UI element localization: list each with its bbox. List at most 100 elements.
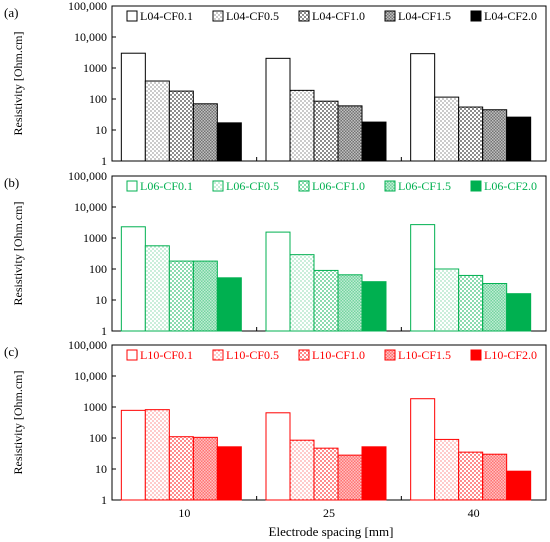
- legend-swatch: [384, 180, 396, 192]
- legend-label: L06-CF0.1: [140, 179, 193, 193]
- y-tick-label: 100,000: [68, 169, 107, 183]
- x-tick-label: 25: [323, 506, 335, 520]
- legend-label: L10-CF0.5: [226, 348, 279, 362]
- legend-swatch: [126, 10, 138, 22]
- bar-L06-CF0.5-10: [144, 245, 170, 332]
- bar-L04-CF0.1-25: [265, 57, 291, 162]
- legend-label: L10-CF1.5: [398, 348, 451, 362]
- legend: L10-CF0.1 L10-CF0.5 L10-CF1.0 L10-CF1.5 L10-…: [126, 348, 537, 362]
- y-tick-label: 100,000: [68, 0, 107, 13]
- bar-L06-CF1.5-25: [337, 274, 363, 332]
- legend-label: L10-CF0.1: [140, 348, 193, 362]
- bar-L10-CF0.1-10: [120, 409, 146, 501]
- bar-L06-CF2.0-25: [361, 281, 387, 332]
- legend-label: L04-CF1.5: [398, 9, 451, 23]
- legend-swatch: [470, 180, 482, 192]
- bar-L06-CF1.0-25: [313, 269, 339, 332]
- bar-L04-CF0.5-25: [289, 89, 315, 162]
- legend-label: L06-CF1.0: [312, 179, 365, 193]
- legend-swatch: [212, 10, 224, 22]
- y-tick-label: 10,000: [74, 200, 107, 214]
- bar-L10-CF2.0-40: [506, 470, 532, 501]
- y-tick-label: 10: [95, 293, 107, 307]
- bar-L10-CF2.0-10: [216, 446, 242, 501]
- legend: L04-CF0.1 L04-CF0.5 L04-CF1.0 L04-CF1.5 L04-…: [126, 9, 537, 23]
- legend-label: L04-CF0.5: [226, 9, 279, 23]
- bar-L06-CF2.0-10: [216, 277, 242, 332]
- legend-swatch: [212, 349, 224, 361]
- legend-label: L06-CF2.0: [484, 179, 537, 193]
- bar-L06-CF1.0-10: [168, 260, 194, 332]
- legend-label: L04-CF1.0: [312, 9, 365, 23]
- legend-label: L10-CF2.0: [484, 348, 537, 362]
- bar-L04-CF0.5-40: [434, 96, 460, 162]
- bar-L10-CF2.0-25: [361, 446, 387, 501]
- bar-L06-CF1.5-40: [482, 283, 508, 332]
- x-tick-label: 10: [178, 506, 190, 520]
- legend-swatch: [298, 180, 310, 192]
- bar-L06-CF1.5-10: [192, 260, 218, 332]
- legend-swatch: [470, 349, 482, 361]
- bar-L04-CF1.0-40: [458, 106, 484, 162]
- y-tick-label: 1000: [83, 400, 107, 414]
- x-tick-label: 40: [468, 506, 480, 520]
- legend-swatch: [212, 180, 224, 192]
- bar-L06-CF2.0-40: [506, 293, 532, 332]
- bar-L10-CF1.5-25: [337, 454, 363, 501]
- bar-L10-CF0.5-40: [434, 438, 460, 501]
- bar-L10-CF0.1-25: [265, 412, 291, 501]
- legend-swatch: [298, 349, 310, 361]
- bar-L10-CF1.0-10: [168, 436, 194, 501]
- legend: L06-CF0.1 L06-CF0.5 L06-CF1.0 L06-CF1.5 L06-…: [126, 179, 537, 193]
- legend-swatch: [384, 349, 396, 361]
- y-tick-label: 100,000: [68, 338, 107, 352]
- bar-L04-CF2.0-40: [506, 116, 532, 162]
- y-axis-title: Resistivity [Ohm.cm]: [11, 32, 25, 136]
- y-tick-label: 10,000: [74, 30, 107, 44]
- bar-L04-CF0.1-10: [120, 52, 146, 162]
- y-tick-label: 1: [101, 493, 107, 507]
- chart-panel-3: (c) 1 10 100 1000 10,000 100,000 Resistivity [O…: [4, 338, 547, 520]
- y-tick-label: 10: [95, 123, 107, 137]
- y-axis-title: Resistivity [Ohm.cm]: [11, 202, 25, 306]
- bar-L10-CF0.1-40: [410, 398, 436, 501]
- legend-label: L04-CF2.0: [484, 9, 537, 23]
- y-tick-label: 1000: [83, 61, 107, 75]
- bar-L06-CF0.5-25: [289, 254, 315, 332]
- bar-L10-CF1.0-40: [458, 451, 484, 501]
- y-tick-label: 1: [101, 324, 107, 338]
- x-axis-title: Electrode spacing [mm]: [269, 524, 394, 539]
- bar-L06-CF0.5-40: [434, 268, 460, 332]
- chart-panel-1: (a) 1 10 100 1000 10,000 100,000 Resistivity [O…: [4, 0, 547, 168]
- bar-L10-CF1.5-10: [192, 436, 218, 501]
- bar-L04-CF1.0-25: [313, 100, 339, 162]
- bar-L06-CF0.1-10: [120, 226, 146, 332]
- legend-swatch: [126, 349, 138, 361]
- bar-L04-CF1.5-10: [192, 103, 218, 162]
- legend-swatch: [298, 10, 310, 22]
- bar-L04-CF1.0-10: [168, 90, 194, 162]
- panels: (a) 1 10 100 1000 10,000 100,000 Resistivity [O…: [4, 0, 547, 520]
- panel-label: (c): [4, 344, 18, 359]
- legend-swatch: [384, 10, 396, 22]
- y-tick-label: 1: [101, 154, 107, 168]
- y-tick-label: 100: [89, 431, 107, 445]
- y-tick-label: 100: [89, 92, 107, 106]
- bar-L10-CF0.5-25: [289, 439, 315, 501]
- bar-L06-CF0.1-40: [410, 224, 436, 332]
- y-axis-title: Resistivity [Ohm.cm]: [11, 371, 25, 475]
- bar-L04-CF1.5-25: [337, 105, 363, 162]
- legend-label: L06-CF0.5: [226, 179, 279, 193]
- bar-L10-CF1.5-40: [482, 453, 508, 501]
- bar-L06-CF0.1-25: [265, 231, 291, 332]
- bar-L10-CF0.5-10: [144, 409, 170, 501]
- y-tick-label: 10: [95, 462, 107, 476]
- legend-label: L04-CF0.1: [140, 9, 193, 23]
- panel-label: (a): [4, 5, 18, 20]
- bar-L04-CF2.0-25: [361, 121, 387, 162]
- y-tick-label: 10,000: [74, 369, 107, 383]
- y-tick-label: 1000: [83, 231, 107, 245]
- bar-L04-CF0.5-10: [144, 80, 170, 162]
- y-tick-label: 100: [89, 262, 107, 276]
